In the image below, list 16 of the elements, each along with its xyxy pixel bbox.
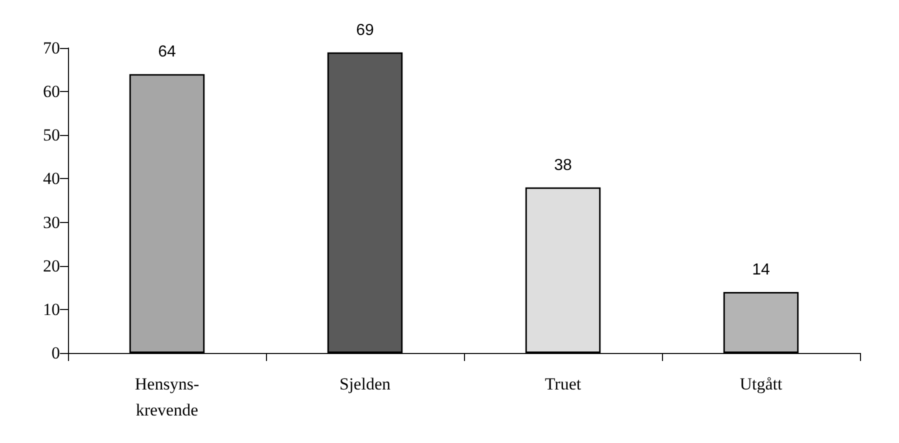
x-tick-label: Truet xyxy=(544,374,582,394)
y-tick-label: 0 xyxy=(52,344,60,362)
data-label: 38 xyxy=(554,156,572,174)
data-label: 14 xyxy=(752,262,770,278)
x-tick-label: Sjelden xyxy=(340,374,391,394)
x-tick-label: Hensyns- krevende xyxy=(134,374,200,420)
y-tick-label: 70 xyxy=(43,38,60,58)
y-tick-label: 60 xyxy=(43,82,60,102)
x-tick-label: Utgått xyxy=(740,374,783,394)
y-tick-label: 40 xyxy=(43,169,60,188)
y-tick-label: 50 xyxy=(43,126,60,145)
data-label: 69 xyxy=(356,22,374,39)
y-tick-label: 20 xyxy=(43,256,60,276)
y-tick-label: 30 xyxy=(43,212,60,232)
y-tick-label: 10 xyxy=(43,300,60,319)
data-label: 64 xyxy=(158,44,176,61)
